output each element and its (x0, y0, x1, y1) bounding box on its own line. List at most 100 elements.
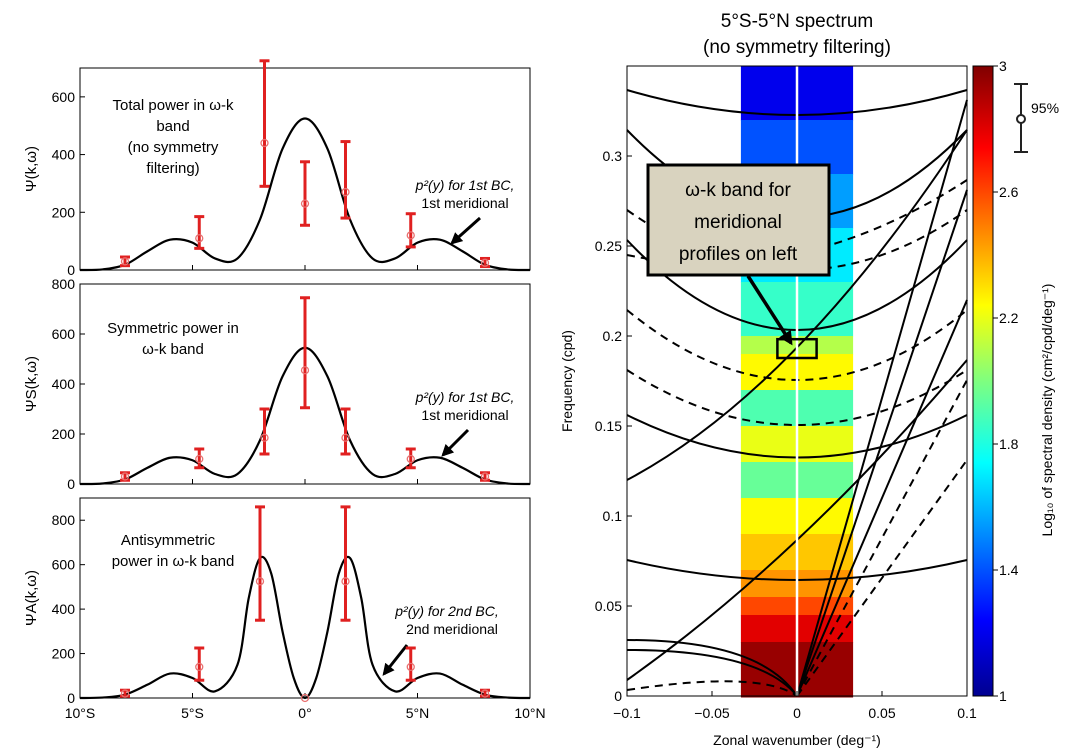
panel-antisymmetric-power: ΨA(k,ω) Antisymmetric power in ω-k band … (23, 497, 531, 706)
annotation-line: 1st meridional (421, 407, 508, 423)
y-axis-label: ΨA(k,ω) (23, 570, 40, 626)
colorbar-ticks: 1 1.4 1.8 2.2 2.6 3 (993, 58, 1019, 704)
y-tick-label: 200 (52, 426, 76, 442)
panel-label-line: Symmetric power in (107, 320, 239, 337)
panel-label-line: power in ω-k band (112, 553, 235, 570)
y-tick-label: 0.15 (595, 418, 622, 434)
x-tick-label: 0° (298, 705, 311, 721)
colorbar-tick-label: 3 (999, 58, 1007, 74)
y-tick-label: 800 (52, 276, 76, 292)
highlight-box (776, 337, 818, 360)
panel-label-line: ω-k band (142, 341, 204, 358)
y-tick-label: 0.3 (603, 148, 623, 164)
y-tick-label: 600 (52, 89, 76, 105)
x-tick-label: 10°N (514, 705, 545, 721)
panel-label-line: band (156, 118, 189, 135)
colorbar-tick-label: 1.8 (999, 436, 1019, 452)
data-point (406, 231, 415, 240)
y-axis-label: ΨS(k,ω) (23, 356, 40, 412)
data-point (300, 199, 310, 208)
x-tick-label: −0.05 (694, 705, 730, 721)
data-point (120, 689, 130, 698)
panel-symmetric-power: ΨS(k,ω) Symmetric power in ω-k band p²(y… (23, 276, 531, 492)
dispersion-curve-dashed (796, 379, 968, 697)
data-point (300, 693, 310, 703)
dispersion-curve (626, 639, 798, 697)
annotation-line: p²(y) for 1st BC, (415, 177, 515, 193)
data-point (480, 472, 490, 481)
y-axis-label: Ψ(k,ω) (23, 146, 40, 192)
data-point (341, 187, 350, 197)
spectrum-ticks: 0 0.05 0.1 0.15 0.2 0.25 0.3 −0.1 −0.05 0 0.05 0.1 (595, 148, 977, 721)
data-point (120, 257, 130, 266)
latitude-tick-labels: 10°S 5°S 0° 5°N 10°N (65, 705, 546, 721)
y-tick-label: 0.2 (603, 328, 623, 344)
data-point (255, 577, 265, 586)
callout-line: profiles on left (679, 244, 798, 265)
panel-label-line: Antisymmetric (121, 532, 216, 549)
y-tick-label: 400 (52, 376, 76, 392)
annotation-line: 2nd meridional (406, 621, 498, 637)
y-tick-label: 0 (67, 690, 75, 706)
dispersion-curve (796, 99, 968, 697)
panel-label-line: (no symmetry (128, 139, 219, 156)
colorbar-tick-label: 2.2 (999, 310, 1019, 326)
spectrum-panel: 5°S-5°N spectrum (no symmetry filtering)… (559, 11, 1059, 748)
callout-arrow (746, 275, 793, 346)
dispersion-curve-dashed (626, 369, 968, 426)
spectrum-title: 5°S-5°N spectrum (721, 11, 873, 32)
annotation-arrow (450, 216, 481, 245)
y-tick-label: 0 (67, 262, 75, 278)
y-tick-label: 400 (52, 601, 76, 617)
y-tick-label: 200 (52, 646, 76, 662)
dispersion-curve (796, 189, 968, 697)
callout-line: meridional (694, 212, 782, 233)
dispersion-curve (626, 649, 798, 697)
annotation-arrow (382, 644, 409, 676)
plot-frame (79, 497, 531, 699)
confidence-marker (1016, 114, 1026, 124)
panel-total-power: Ψ(k,ω) Total power in ω-k band (no symme… (23, 59, 531, 278)
data-point (341, 433, 350, 442)
x-tick-label: −0.1 (613, 705, 641, 721)
x-tick-label: 0.05 (868, 705, 895, 721)
spectrum-xlabel: Zonal wavenumber (deg⁻¹) (713, 732, 881, 748)
y-tick-label: 600 (52, 557, 76, 573)
data-point (341, 577, 350, 586)
data-point (406, 454, 415, 464)
colorbar-label: Log₁₀ of spectral density (cm²/cpd/deg⁻¹… (1039, 284, 1055, 537)
x-tick-label: 10°S (65, 705, 96, 721)
y-tick-label: 0 (67, 476, 75, 492)
panel-label-line: Total power in ω-k (113, 97, 234, 114)
x-tick-label: 5°N (406, 705, 430, 721)
y-tick-label: 0.25 (595, 238, 622, 254)
theory-curve (79, 117, 531, 272)
theory-curve (79, 555, 531, 700)
colorbar-tick-label: 2.6 (999, 184, 1019, 200)
y-tick-label: 0 (614, 688, 622, 704)
data-point (195, 234, 204, 243)
spectrum-subtitle: (no symmetry filtering) (703, 37, 891, 58)
x-tick-label: 0 (793, 705, 801, 721)
y-tick-label: 800 (52, 512, 76, 528)
x-tick-label: 5°S (181, 705, 204, 721)
y-tick-label: 0.05 (595, 598, 622, 614)
data-point (480, 258, 490, 267)
data-point (260, 433, 269, 442)
heatmap-band (740, 696, 854, 698)
data-point (300, 366, 310, 375)
data-point (480, 689, 490, 698)
data-point (406, 662, 415, 672)
callout-box (646, 163, 831, 277)
spectrum-ylabel: Frequency (cpd) (559, 330, 575, 432)
data-point (195, 454, 204, 464)
callout-line: ω-k band for (685, 180, 791, 201)
data-point (120, 472, 130, 481)
data-point (195, 662, 204, 672)
dispersion-curve (796, 299, 968, 697)
y-tick-label: 200 (52, 204, 76, 220)
annotation-line: p²(y) for 1st BC, (415, 389, 515, 405)
y-tick-label: 0.1 (603, 508, 623, 524)
data-point (260, 138, 269, 148)
